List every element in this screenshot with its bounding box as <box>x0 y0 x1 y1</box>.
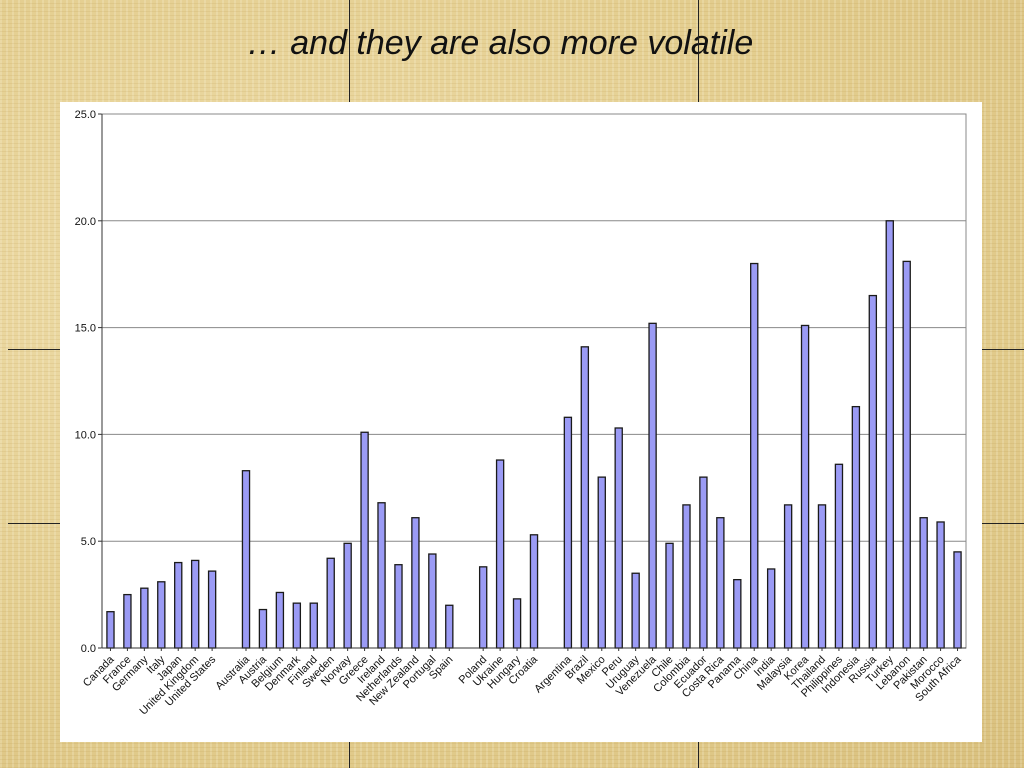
bar-costa-rica <box>716 517 725 649</box>
bar-canada <box>106 611 115 649</box>
y-tick-label: 15.0 <box>75 323 96 335</box>
bar-japan <box>174 561 183 649</box>
bar-philippines <box>834 463 844 649</box>
y-tick-label: 20.0 <box>75 216 96 228</box>
bar-peru <box>614 427 623 649</box>
bar-indonesia <box>851 405 861 649</box>
bar-brazil <box>580 346 590 649</box>
decorative-line <box>698 0 699 102</box>
bar-sweden <box>326 557 335 649</box>
chart-panel: 0.0 5.0 10.0 15.0 20.0 25.0 Canada France Germa… <box>60 102 982 742</box>
bar-austria <box>258 608 268 649</box>
decorative-line <box>982 349 1024 350</box>
bar-ireland <box>377 502 386 649</box>
decorative-line <box>8 349 60 350</box>
decorative-line <box>982 523 1024 524</box>
bar-ukraine <box>495 459 505 649</box>
bar-ecuador <box>699 476 708 649</box>
bar-finland <box>309 602 318 649</box>
y-tick-label: 5.0 <box>81 536 96 548</box>
bar-united-states <box>207 570 217 649</box>
y-tick-label: 0.0 <box>81 643 96 655</box>
bar-argentina <box>563 416 573 649</box>
y-tick-label: 25.0 <box>75 109 96 121</box>
bar-germany <box>140 587 149 649</box>
decorative-line <box>349 0 350 102</box>
bars <box>106 220 962 649</box>
bar-netherlands <box>394 564 403 649</box>
bar-denmark <box>292 602 302 649</box>
bar-uruguay <box>631 572 640 649</box>
bar-mexico <box>597 476 606 649</box>
bar-new-zealand <box>411 517 420 649</box>
decorative-line <box>8 523 60 524</box>
bar-turkey <box>885 220 894 649</box>
axes: 0.0 5.0 10.0 15.0 20.0 25.0 <box>75 109 967 655</box>
bar-colombia <box>682 504 691 649</box>
bar-india <box>766 568 776 649</box>
bar-south-africa <box>953 551 962 649</box>
bar-thailand <box>817 504 827 649</box>
bar-france <box>123 593 132 649</box>
bar-panama <box>733 578 742 649</box>
decorative-line <box>349 742 350 768</box>
bar-poland <box>478 566 488 649</box>
bar-russia <box>868 294 878 649</box>
bar-croatia <box>529 534 539 649</box>
bar-korea <box>800 324 810 649</box>
bar-chile <box>665 542 674 649</box>
bar-hungary <box>512 598 522 649</box>
bar-china <box>750 262 759 649</box>
volatility-bar-chart: 0.0 5.0 10.0 15.0 20.0 25.0 CanadaFranceGerma… <box>75 109 967 717</box>
y-tick-label: 10.0 <box>75 429 96 441</box>
bar-spain <box>445 604 454 649</box>
bar-united-kingdom <box>190 559 200 649</box>
bar-venezuela <box>648 322 657 649</box>
bar-belgium <box>275 591 285 649</box>
slide-title: … and they are also more volatile <box>246 24 754 62</box>
bar-norway <box>343 542 352 649</box>
bar-pakistan <box>919 517 928 649</box>
bar-lebanon <box>902 260 911 649</box>
bar-malaysia <box>783 504 793 649</box>
bar-portugal <box>428 553 437 649</box>
decorative-line <box>698 742 699 768</box>
bar-italy <box>157 581 166 649</box>
bar-greece <box>360 431 369 649</box>
bar-australia <box>241 470 251 649</box>
bar-morocco <box>936 521 945 649</box>
